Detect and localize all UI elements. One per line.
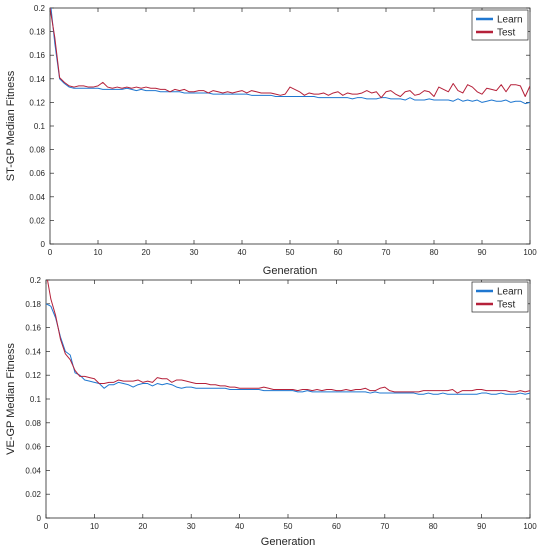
y-tick-label: 0.02 [25,490,41,499]
y-tick-label: 0.16 [25,324,41,333]
x-tick-label: 100 [523,248,537,257]
x-tick-label: 70 [382,248,391,257]
y-tick-label: 0.18 [25,300,41,309]
legend-box [471,281,529,313]
y-tick-label: 0.1 [30,395,42,404]
x-axis-label: Generation [261,536,315,548]
x-tick-label: 100 [523,522,537,531]
x-tick-label: 40 [235,522,244,531]
y-tick-label: 0.2 [34,4,46,13]
y-tick-label: 0.06 [29,169,45,178]
x-tick-label: 50 [284,522,293,531]
x-tick-label: 0 [48,248,53,257]
chart-panel-1: 0 10 20 30 40 50 60 70 80 90 100 0 0.02 0.04 0.06 0.08 0… [5,4,537,277]
y-tick-label: 0.04 [29,193,45,202]
legend-label-test: Test [497,300,516,311]
series-line-learn [50,8,530,105]
y-tick-label: 0.14 [25,347,41,356]
series-line-test [46,280,530,394]
legend: Learn Test [471,9,529,41]
y-tick-label: 0.14 [29,75,45,84]
x-tick-label: 30 [187,522,196,531]
x-tick-label: 60 [332,522,341,531]
x-tick-label: 90 [477,522,486,531]
x-tick-label: 10 [94,248,103,257]
x-tick-label: 60 [334,248,343,257]
y-tick-label: 0.1 [34,122,46,131]
y-tick-label: 0.12 [29,98,45,107]
y-tick-label: 0 [37,514,42,523]
x-tick-label: 20 [138,522,147,531]
x-tick-label: 50 [286,248,295,257]
legend-label-learn: Learn [497,15,523,26]
x-tick-label: 90 [478,248,487,257]
legend-label-learn: Learn [497,287,523,298]
x-axis-label: Generation [263,265,317,277]
y-axis-label: ST-GP Median Fitness [5,70,17,181]
plot-area [45,279,531,519]
y-tick-label: 0.04 [25,466,41,475]
y-tick-label: 0.08 [25,419,41,428]
plot-area [49,7,531,245]
x-tick-label: 80 [429,522,438,531]
y-tick-label: 0.12 [25,371,41,380]
x-tick-label: 10 [90,522,99,531]
legend-label-test: Test [497,28,516,39]
x-tick-label: 30 [190,248,199,257]
x-tick-label: 20 [142,248,151,257]
legend-box [471,9,529,41]
x-tick-label: 70 [380,522,389,531]
y-tick-label: 0 [41,240,46,249]
y-tick-label: 0.06 [25,443,41,452]
x-tick-label: 0 [44,522,49,531]
y-tick-label: 0.16 [29,51,45,60]
y-tick-label: 0.02 [29,216,45,225]
y-tick-label: 0.18 [29,28,45,37]
series-line-learn [46,303,530,395]
y-axis-label: VE-GP Median Fitness [5,343,17,455]
chart-panel-2: 0 10 20 30 40 50 60 70 80 90 100 0 0.02 0.04 0.06 0.08 0… [5,276,537,548]
series-line-test [50,8,530,99]
y-tick-label: 0.2 [30,276,42,285]
x-tick-label: 80 [430,248,439,257]
y-tick-label: 0.08 [29,146,45,155]
legend: Learn Test [471,281,529,313]
x-tick-label: 40 [238,248,247,257]
